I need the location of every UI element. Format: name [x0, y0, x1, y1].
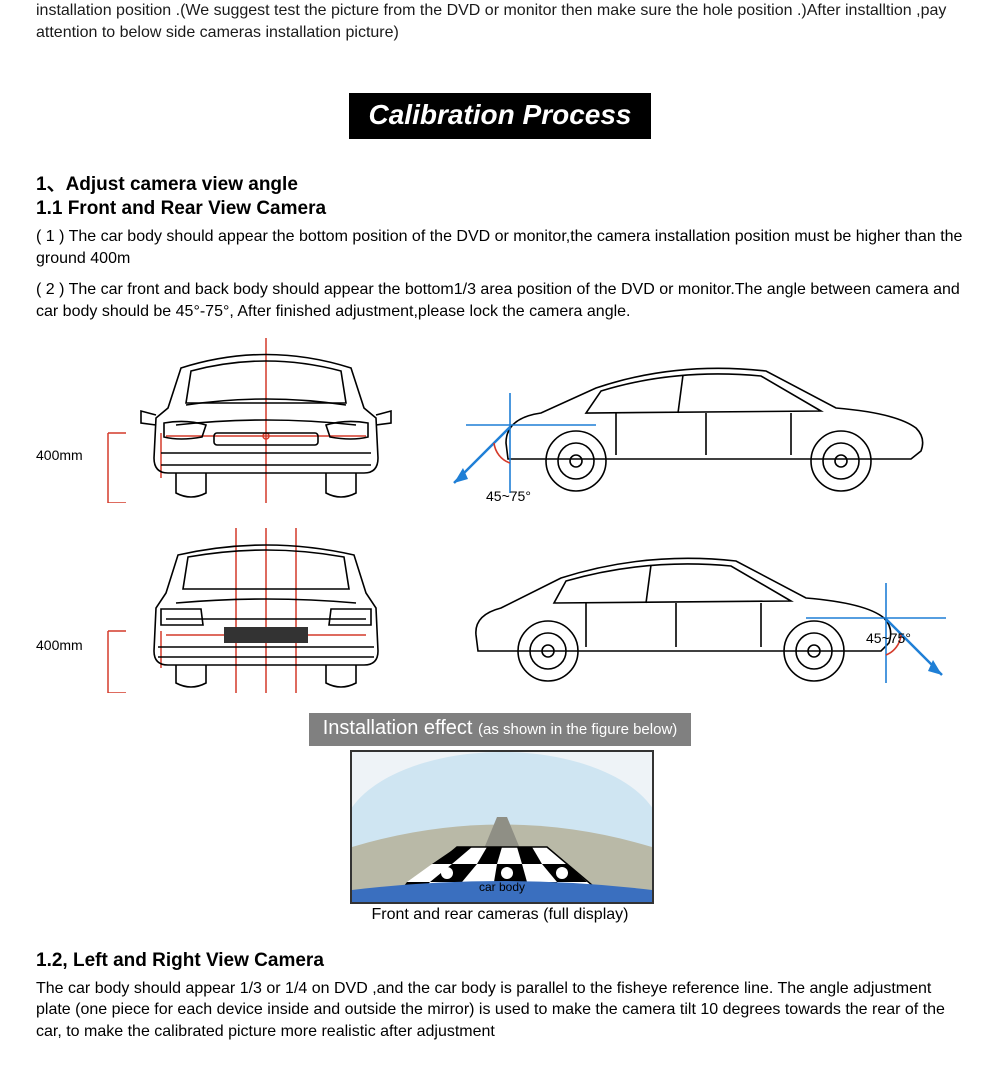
height-label-rear: 400mm: [36, 637, 106, 693]
diagram-block: 400mm: [36, 333, 964, 693]
car-side-front-diagram: 45~75°: [446, 333, 946, 503]
section-1-1-p1: ( 1 ) The car body should appear the bot…: [36, 226, 964, 269]
effect-label-sub: (as shown in the figure below): [478, 721, 677, 738]
section-1-1-p2: ( 2 ) The car front and back body should…: [36, 279, 964, 322]
car-side-rear-diagram: 45~75°: [446, 523, 946, 693]
effect-label-main: Installation effect: [323, 717, 478, 739]
effect-photo-block: car body Front and rear cameras (full di…: [350, 750, 650, 924]
diagram-row-front: 400mm: [36, 333, 964, 503]
section-1-2-body: The car body should appear 1/3 or 1/4 on…: [36, 978, 964, 1043]
angle-label-rear: 45~75°: [866, 630, 911, 646]
section-1-2-title: 1.2, Left and Right View Camera: [36, 950, 964, 972]
height-label-front: 400mm: [36, 447, 106, 503]
section-1-title: 1、Adjust camera view angle: [36, 169, 964, 196]
intro-paragraph: installation position .(We suggest test …: [36, 0, 964, 43]
effect-photo-frame: car body: [350, 750, 654, 904]
car-rear-diagram: [106, 523, 426, 693]
angle-label-front: 45~75°: [486, 488, 531, 503]
car-front-diagram: [106, 333, 426, 503]
section-1-1-title: 1.1 Front and Rear View Camera: [36, 198, 964, 220]
effect-photo-caption: Front and rear cameras (full display): [350, 906, 650, 924]
car-body-label: car body: [479, 880, 525, 894]
calibration-banner: Calibration Process: [349, 93, 652, 139]
diagram-row-rear: 400mm: [36, 523, 964, 693]
installation-effect-banner: Installation effect (as shown in the fig…: [309, 713, 692, 746]
